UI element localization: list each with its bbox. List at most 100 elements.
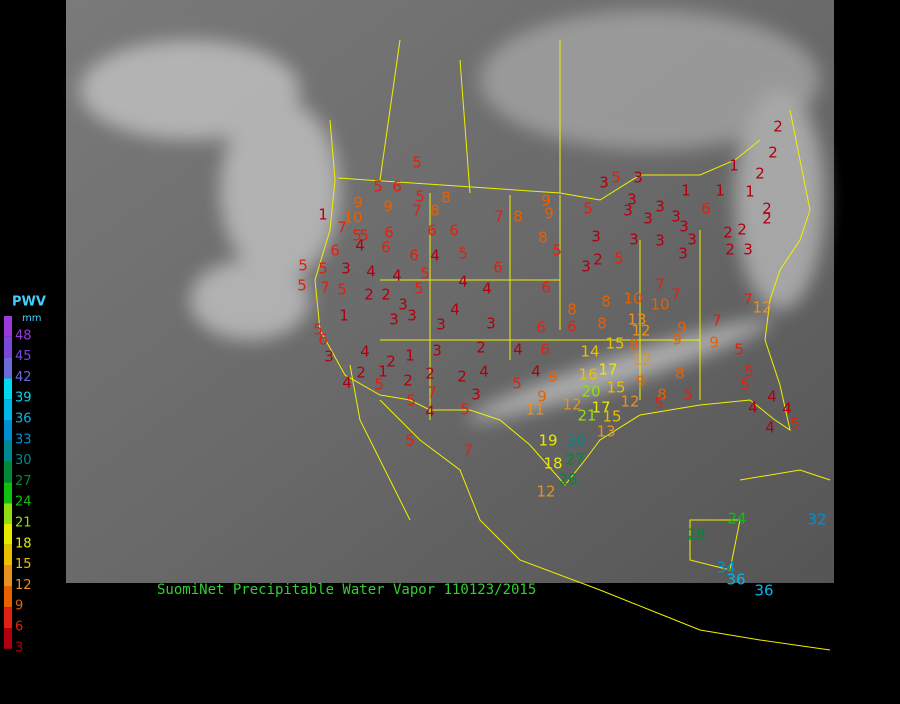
legend-label: 6 [15,620,23,635]
station-value: 8 [675,365,685,383]
station-value: 27 [565,451,584,469]
station-value: 12 [536,483,555,501]
station-value: 36 [754,582,773,600]
station-value: 12 [562,396,581,414]
station-value: 6 [536,319,546,337]
station-value: 4 [360,343,370,361]
station-value: 4 [479,363,489,381]
station-value: 6 [449,222,459,240]
station-value: 3 [432,342,442,360]
legend-label: 39 [15,391,32,406]
station-value: 5 [318,260,328,278]
station-value: 1 [715,182,725,200]
station-value: 6 [701,200,711,218]
station-value: 34 [716,559,735,577]
station-value: 6 [540,341,550,359]
station-value: 7 [337,219,347,237]
legend-swatch [4,399,12,420]
legend-label: 27 [15,474,32,489]
station-value: 3 [623,202,633,220]
legend-swatch [4,565,12,587]
station-value: 5 [298,257,308,275]
station-value: 15 [605,335,624,353]
station-value: 4 [425,403,435,421]
legend-swatch [4,316,12,337]
station-value: 4 [482,280,492,298]
station-value: 19 [538,432,557,450]
station-value: 3 [471,386,481,404]
station-value: 8 [513,208,523,226]
station-value: 18 [543,455,562,473]
station-value: 5 [297,277,307,295]
station-value: 8 [629,336,639,354]
station-value: 9 [677,319,687,337]
station-value: 12 [620,393,639,411]
station-value: 5 [420,265,430,283]
station-value: 36 [726,571,745,589]
station-value: 17 [598,361,617,379]
station-value: 4 [765,419,775,437]
station-value: 10 [623,290,642,308]
station-value: 2 [476,339,486,357]
station-value: 5 [552,242,562,260]
station-value: 5 [313,321,323,339]
legend-swatch [4,440,12,462]
station-value: 3 [627,191,637,209]
station-value: 28 [686,526,705,544]
station-value: 7 [712,312,722,330]
legend-label: 9 [15,599,23,614]
station-value: 1 [318,206,328,224]
station-value: 8 [430,202,440,220]
legend-label: 48 [15,328,32,343]
station-value: 8 [597,315,607,333]
station-value: 5 [734,341,744,359]
station-value: 3 [687,231,697,249]
station-value: 5 [614,250,624,268]
legend-label: 33 [15,432,32,447]
station-value: 9 [353,194,363,212]
station-value: 2 [381,286,391,304]
station-value: 3 [599,174,609,192]
station-value: 16 [578,366,597,384]
legend: 48 45 42 39 36 33 30 27 24 21 18 15 12 9 6 3 [4,316,32,655]
station-value: 11 [525,401,544,419]
station-value: 4 [430,247,440,265]
station-value: 7 [494,208,504,226]
station-value: 5 [583,200,593,218]
station-value: 3 [398,296,408,314]
station-value: 3 [591,228,601,246]
station-value: 3 [655,198,665,216]
station-value: 7 [743,291,753,309]
station-value: 2 [457,368,467,386]
station-value: 2 [723,224,733,242]
legend-label: 21 [15,516,32,531]
station-value: 2 [737,221,747,239]
station-value: 6 [381,239,391,257]
station-value: 9 [544,205,554,223]
station-value: 5 [654,395,664,413]
station-value: 3 [486,315,496,333]
station-value: 2 [773,118,783,136]
station-value: 8 [567,301,577,319]
station-value: 26 [558,471,577,489]
legend-label: 12 [15,578,32,593]
station-value: 17 [591,399,610,417]
station-value: 3 [324,348,334,366]
station-value: 9 [548,368,558,386]
station-value: 8 [538,229,548,247]
station-value: 2 [725,241,735,259]
legend-swatch [4,628,12,649]
map-outlines [314,39,831,651]
station-value: 5 [415,188,425,206]
station-value: 5 [337,281,347,299]
legend-swatch [4,461,12,483]
station-value: 2 [425,365,435,383]
station-value: 12 [631,322,650,340]
station-value: 3 [389,311,399,329]
station-value: 4 [450,301,460,319]
legend-swatch [4,544,12,566]
station-value: 3 [643,210,653,228]
station-value: 4 [458,273,468,291]
station-value: 30 [566,432,585,450]
station-value: 1 [378,363,388,381]
